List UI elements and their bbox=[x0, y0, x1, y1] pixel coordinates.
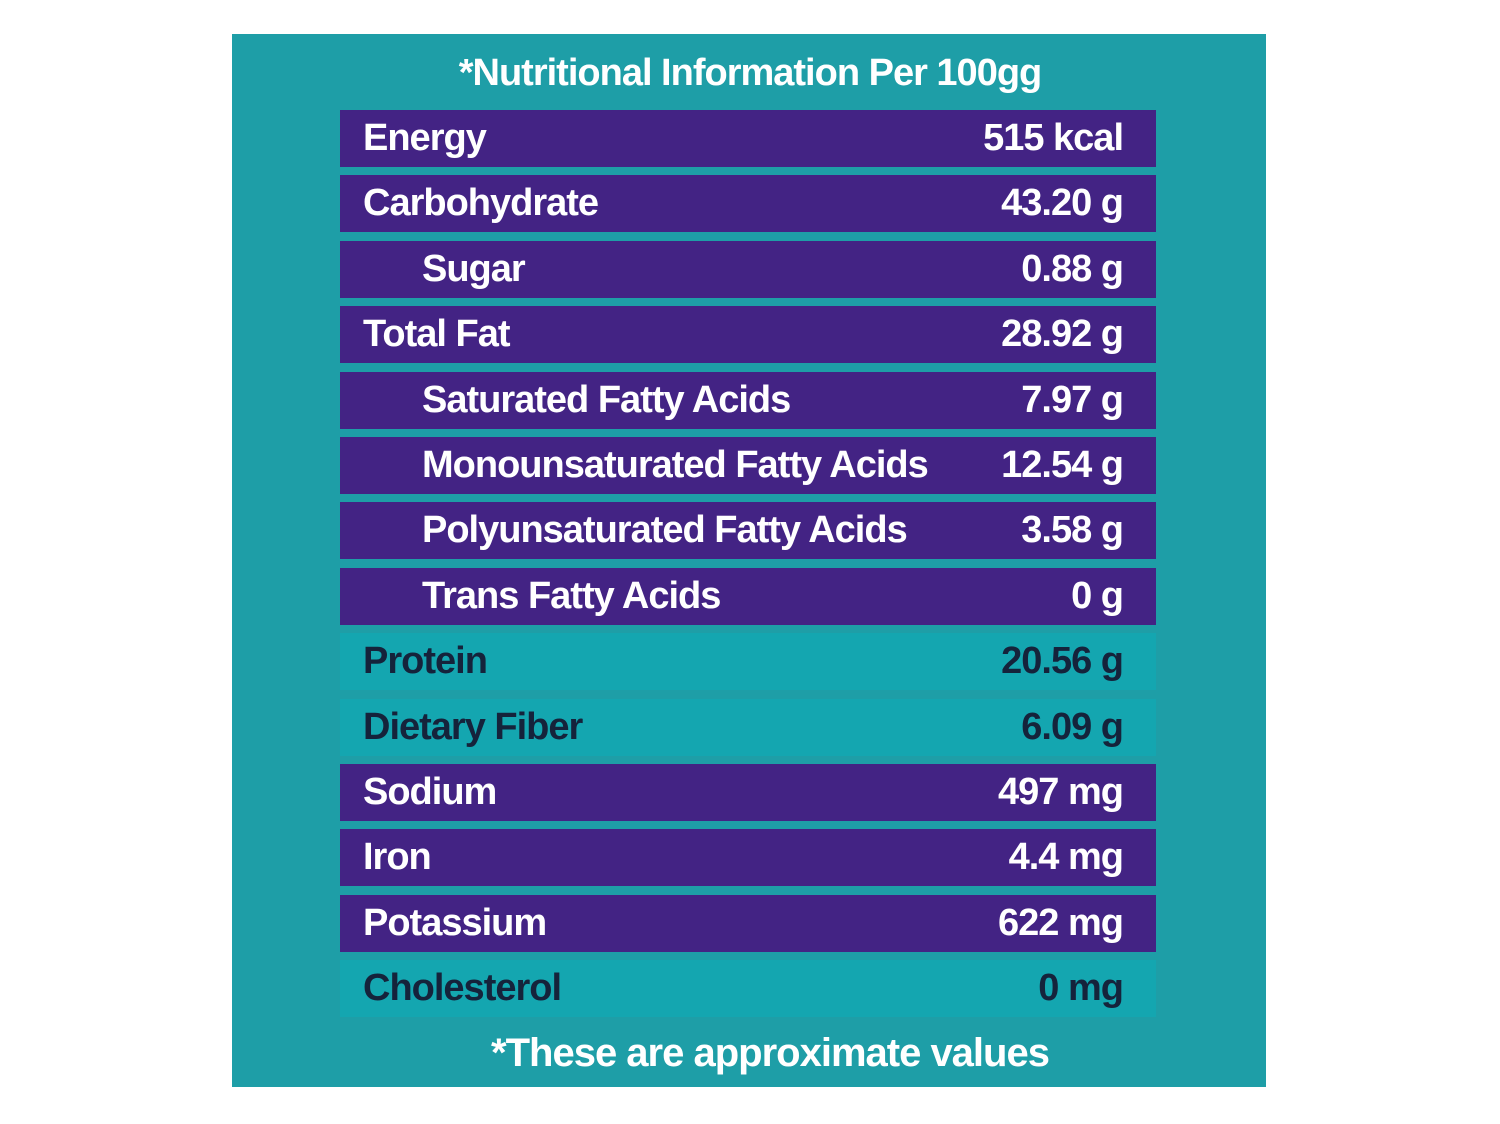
nutrient-row: Cholesterol 0 mg bbox=[340, 960, 1156, 1018]
nutrient-row: Polyunsaturated Fatty Acids 3.58 g bbox=[340, 502, 1156, 560]
nutrition-title-text: *Nutritional Information Per 100gg bbox=[458, 52, 1043, 94]
nutrient-row: Protein 20.56 g bbox=[340, 633, 1156, 691]
nutrient-value: 0.88 g bbox=[1021, 247, 1124, 290]
nutrient-name: Cholesterol bbox=[363, 967, 562, 1010]
nutrient-row: Sugar 0.88 g bbox=[340, 240, 1156, 298]
nutrient-row: Dietary Fiber 6.09 g bbox=[340, 698, 1156, 756]
nutrient-row: Sodium 497 mg bbox=[340, 764, 1156, 821]
nutrient-value: 622 mg bbox=[998, 901, 1124, 944]
nutrient-value: 6.09 g bbox=[1021, 705, 1124, 748]
nutrient-name: Dietary Fiber bbox=[363, 705, 583, 748]
nutrient-name: Saturated Fatty Acids bbox=[422, 378, 791, 421]
nutrient-row: Iron 4.4 mg bbox=[340, 829, 1156, 887]
nutrient-row: Monounsaturated Fatty Acids 12.54 g bbox=[340, 437, 1156, 494]
nutrient-name: Carbohydrate bbox=[363, 182, 599, 225]
footnote: *These are approximate values bbox=[0, 1030, 1500, 1076]
nutrient-name: Polyunsaturated Fatty Acids bbox=[422, 509, 908, 552]
footnote-text: *These are approximate values bbox=[491, 1031, 1050, 1075]
nutrient-row: Carbohydrate 43.20 g bbox=[340, 175, 1156, 233]
nutrient-row: Potassium 622 mg bbox=[340, 894, 1156, 952]
nutrient-value: 28.92 g bbox=[1001, 313, 1124, 356]
nutrient-name: Monounsaturated Fatty Acids bbox=[422, 444, 929, 486]
nutrient-name: Protein bbox=[363, 640, 488, 683]
nutrient-row: Energy 515 kcal bbox=[340, 110, 1156, 167]
nutrient-value: 3.58 g bbox=[1021, 509, 1124, 552]
nutrient-value: 4.4 mg bbox=[1008, 836, 1124, 879]
nutrient-name: Sodium bbox=[363, 771, 497, 813]
nutrient-value: 0 mg bbox=[1038, 967, 1124, 1010]
nutrient-name: Total Fat bbox=[363, 313, 511, 356]
nutrient-value: 497 mg bbox=[998, 771, 1124, 813]
nutrient-value: 0 g bbox=[1071, 574, 1124, 617]
nutrient-row: Saturated Fatty Acids 7.97 g bbox=[340, 371, 1156, 429]
nutrient-row: Trans Fatty Acids 0 g bbox=[340, 567, 1156, 625]
nutrient-value: 515 kcal bbox=[983, 117, 1124, 159]
nutrition-title: *Nutritional Information Per 100gg bbox=[0, 50, 1500, 96]
nutrient-name: Potassium bbox=[363, 901, 547, 944]
nutrient-value: 20.56 g bbox=[1001, 640, 1124, 683]
nutrient-value: 7.97 g bbox=[1021, 378, 1124, 421]
nutrient-row: Total Fat 28.92 g bbox=[340, 306, 1156, 364]
nutrient-value: 43.20 g bbox=[1001, 182, 1124, 225]
nutrient-name: Iron bbox=[363, 836, 432, 879]
nutrient-name: Energy bbox=[363, 117, 487, 159]
nutrient-name: Trans Fatty Acids bbox=[422, 574, 721, 617]
nutrient-value: 12.54 g bbox=[1001, 444, 1124, 486]
nutrient-name: Sugar bbox=[422, 247, 526, 290]
